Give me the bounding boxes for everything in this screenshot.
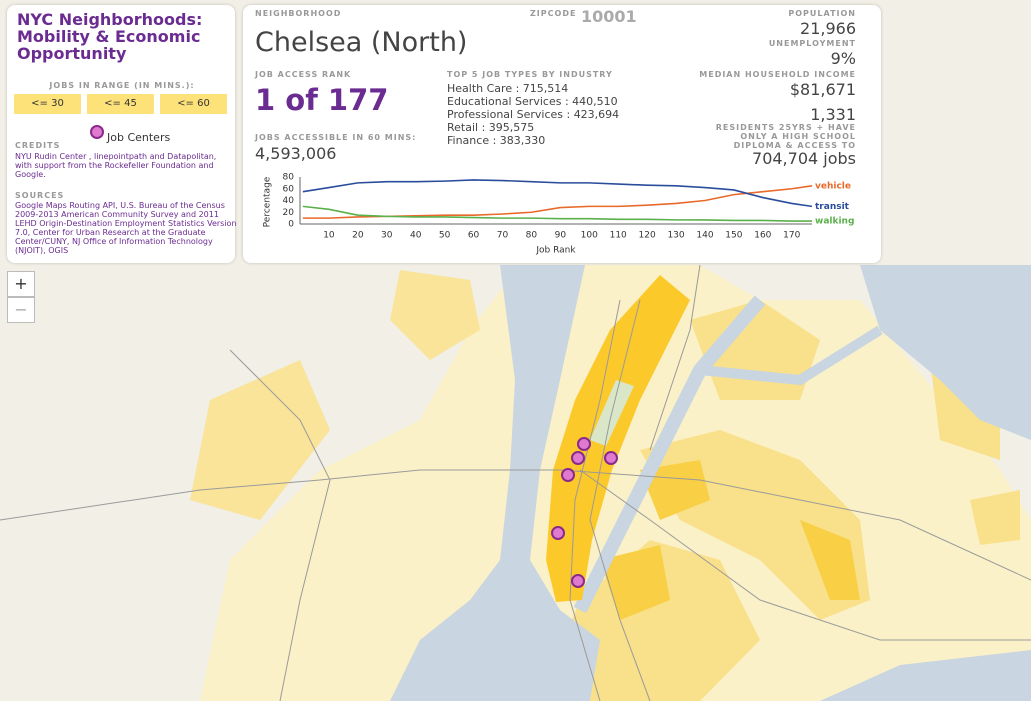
x-tick-label: 10 [323, 231, 335, 241]
x-tick-label: 170 [783, 231, 800, 241]
zoom-out[interactable]: − [7, 297, 35, 323]
region-downtown-bk [600, 545, 670, 620]
sources: Google Maps Routing API, U.S. Bureau of … [15, 201, 237, 255]
x-tick-label: 110 [610, 231, 627, 241]
range-button[interactable]: <= 30 [14, 94, 81, 114]
top5-label: TOP 5 JOB TYPES BY INDUSTRY [447, 70, 613, 79]
x-tick-label: 70 [497, 231, 509, 241]
population: 21,966 [800, 19, 856, 38]
hs-label: RESIDENTS 25YRS + HAVE ONLY A HIGH SCHOO… [715, 123, 856, 150]
water-east-river [699, 325, 883, 386]
series-line [302, 179, 813, 208]
x-tick-label: 20 [352, 231, 364, 241]
series-label: vehicle [815, 181, 851, 191]
range-button[interactable]: <= 60 [160, 94, 227, 114]
x-tick-label: 140 [696, 231, 713, 241]
top5-item: Retail : 395,575 [447, 121, 535, 134]
top5-list: Health Care : 715,514 Educational Servic… [447, 82, 619, 147]
rank-label: JOB ACCESS RANK [255, 70, 352, 79]
region-nj [390, 270, 480, 360]
subway-line [649, 264, 701, 451]
top5-item: Health Care : 715,514 [447, 82, 569, 95]
region-east [970, 490, 1020, 545]
rail-line [229, 349, 331, 701]
series-label: walking [815, 217, 854, 227]
neighborhood-label: NEIGHBORHOOD [255, 9, 342, 18]
region-nj [190, 360, 330, 520]
rail-line [0, 469, 1031, 581]
legend-icon [90, 125, 104, 139]
series-line [302, 205, 812, 222]
region-lic [640, 460, 710, 520]
zipcode-label: ZIPCODE [530, 9, 577, 18]
subway-line [569, 299, 621, 701]
zoom-in[interactable]: + [7, 271, 35, 297]
manhattan [546, 275, 690, 602]
y-tick-label: 60 [283, 184, 295, 194]
hs-residents: 1,331 [810, 105, 856, 124]
job-center[interactable] [571, 451, 585, 465]
job-center[interactable] [551, 526, 565, 540]
zipcode: 10001 [581, 7, 637, 26]
income-label: MEDIAN HOUSEHOLD INCOME [699, 70, 856, 79]
rank: 1 of 177 [255, 83, 389, 117]
region-jamaica [800, 520, 860, 600]
neighborhood: Chelsea (North) [255, 27, 468, 58]
y-tick-label: 40 [283, 196, 295, 206]
hs-jobs: 704,704 jobs [752, 149, 856, 168]
water-sound [860, 265, 1031, 440]
rail-line [579, 469, 1031, 641]
x-tick-label: 50 [439, 231, 451, 241]
series-label: transit [815, 202, 850, 212]
job-center[interactable] [561, 468, 575, 482]
x-tick-label: 130 [667, 231, 684, 241]
job-centers [551, 437, 618, 588]
legend-marker [90, 125, 104, 139]
x-tick-label: 40 [410, 231, 422, 241]
x-tick-label: 60 [468, 231, 480, 241]
jobs60-label: JOBS ACCESSIBLE IN 60 MINS: [255, 133, 417, 142]
credits: NYU Rudin Center , linepointpath and Dat… [15, 152, 217, 179]
water-bay [820, 650, 1031, 701]
job-center[interactable] [577, 437, 591, 451]
population-label: POPULATION [788, 9, 856, 18]
water-east-river [573, 295, 766, 614]
subway-line [589, 299, 651, 701]
top5-item: Professional Services : 423,694 [447, 108, 620, 121]
job-center[interactable] [571, 574, 585, 588]
job-center[interactable] [604, 451, 618, 465]
sources-heading: SOURCES [15, 191, 65, 200]
x-tick-label: 30 [381, 231, 393, 241]
y-tick-label: 0 [288, 220, 294, 230]
x-tick-label: 150 [725, 231, 742, 241]
y-tick-label: 80 [283, 173, 295, 183]
top5-item: Finance : 383,330 [447, 134, 546, 147]
x-tick-label: 120 [639, 231, 656, 241]
y-tick-label: 20 [283, 208, 295, 218]
range-label: JOBS IN RANGE (IN MINS.): [49, 81, 195, 90]
app-title: NYC Neighborhoods: Mobility & Economic O… [17, 10, 203, 63]
transit-lines [0, 264, 1031, 701]
x-axis-label: Job Rank [535, 246, 576, 256]
unemployment-label: UNEMPLOYMENT [768, 39, 856, 48]
y-axis-label: Percentage [263, 176, 273, 227]
jobs60: 4,593,006 [255, 144, 337, 163]
income: $81,671 [789, 80, 856, 99]
legend-label: Job Centers [107, 131, 171, 144]
x-tick-label: 100 [581, 231, 598, 241]
sidebar: NYC Neighborhoods: Mobility & Economic O… [7, 5, 237, 263]
x-tick-label: 90 [555, 231, 567, 241]
unemployment: 9% [830, 49, 856, 68]
top5-item: Educational Services : 440,510 [447, 95, 618, 108]
x-tick-label: 80 [526, 231, 538, 241]
credits-heading: CREDITS [15, 141, 61, 150]
x-tick-label: 160 [754, 231, 771, 241]
water-hudson [390, 265, 600, 701]
range-button[interactable]: <= 45 [87, 94, 154, 114]
